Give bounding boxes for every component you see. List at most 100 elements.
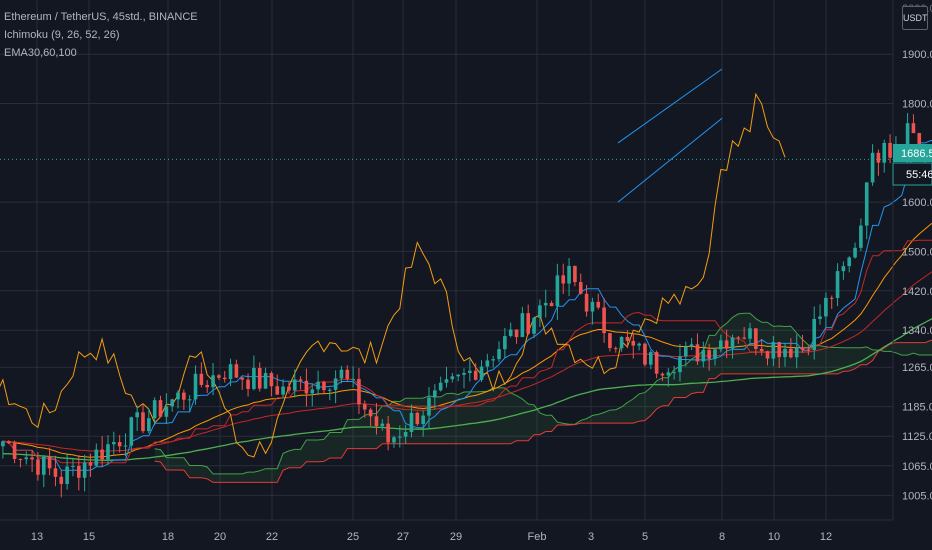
symbol-title[interactable]: Ethereum / TetherUS, 45std., BINANCE (4, 11, 198, 23)
candle-body (88, 462, 93, 466)
candle-body (555, 275, 560, 307)
candle-body (672, 372, 676, 374)
candle-body (222, 377, 227, 380)
candle-body (724, 340, 729, 349)
candle-body (269, 373, 274, 387)
candle-body (1, 441, 5, 447)
time-tick-label: 27 (397, 531, 409, 543)
candle-body (859, 225, 863, 248)
candle-body (602, 307, 606, 334)
candle-body (117, 442, 122, 447)
ema-indicator-label[interactable]: EMA30,60,100 (4, 47, 77, 59)
candle-body (100, 449, 104, 460)
candle-body (503, 336, 507, 350)
candle-body (596, 301, 601, 308)
tenkan-line (2, 139, 932, 471)
candle-body (281, 386, 285, 395)
price-tick-label: 1420.00 (902, 286, 932, 298)
candle-body (491, 359, 496, 361)
candlesticks (1, 112, 932, 498)
candle-body (625, 336, 630, 341)
candle-body (800, 347, 805, 350)
candle-body (135, 412, 139, 418)
candle-body (403, 432, 408, 437)
candle-body (689, 344, 694, 347)
time-tick-label: 22 (266, 531, 278, 543)
candle-body (228, 364, 233, 380)
candle-body (310, 389, 315, 394)
candle-body (771, 342, 776, 359)
candle-body (415, 412, 420, 425)
candle-body (608, 333, 612, 349)
candle-body (806, 349, 811, 351)
candle-body (141, 412, 145, 432)
currency-badge[interactable]: USDT (902, 6, 928, 30)
candle-body (106, 444, 110, 460)
candle-body (374, 416, 379, 427)
candle-body (578, 282, 583, 294)
candle-body (345, 369, 350, 379)
candle-body (573, 265, 577, 283)
candle-body (12, 443, 17, 459)
channel-upper-line[interactable] (617, 68, 723, 144)
candle-body (462, 372, 466, 375)
candle-body (905, 123, 910, 158)
candle-body (882, 142, 887, 163)
last-price-tag (893, 144, 932, 162)
candle-body (170, 399, 174, 407)
price-tick-label: 1125.00 (902, 431, 932, 443)
price-tick-label: 1265.00 (902, 362, 932, 374)
candle-body (631, 340, 636, 346)
candle-body (450, 376, 455, 380)
price-tick-label: 1340.00 (902, 325, 932, 337)
candle-body (322, 381, 326, 391)
candle-body (742, 337, 746, 339)
candle-body (433, 390, 437, 398)
candle-body (829, 297, 834, 299)
candle-body (911, 123, 916, 134)
time-axis[interactable]: 13 15 18 20 22 25 27 29 Feb 3 5 8 10 12 (31, 531, 832, 543)
candle-body (730, 337, 735, 349)
candle-body (409, 412, 414, 433)
price-axis[interactable]: 1900.00 1800.00 1600.00 1500.00 1420.00 1340.… (902, 49, 932, 502)
cloud-fill (154, 313, 932, 483)
channel-lines (0, 68, 893, 203)
candle-body (287, 386, 291, 391)
candle-body (333, 378, 338, 390)
candle-body (841, 266, 846, 272)
candle-body (643, 343, 647, 365)
indicator-lines (0, 92, 932, 483)
time-tick-label: 20 (214, 531, 226, 543)
candle-body (438, 382, 443, 391)
candle-body (497, 349, 501, 360)
candle-body (36, 459, 40, 475)
candle-body (759, 348, 764, 352)
price-tick-label: 1500.00 (902, 246, 932, 258)
candle-body (6, 441, 11, 444)
candle-body (362, 404, 367, 410)
candle-body (473, 370, 478, 380)
candle-body (18, 458, 23, 460)
countdown-label: 55:46 (906, 169, 932, 181)
candle-body (380, 423, 385, 427)
channel-lower-line[interactable] (617, 117, 723, 203)
ema100-line (2, 318, 932, 461)
candle-body (59, 476, 64, 484)
candle-body (789, 348, 793, 358)
candle-body (304, 380, 309, 394)
candle-body (468, 370, 472, 373)
candle-body (199, 373, 204, 385)
candle-body (637, 343, 641, 346)
candle-body (205, 384, 210, 388)
candle-body (683, 346, 688, 357)
ichimoku-indicator-label[interactable]: Ichimoku (9, 26, 52, 26) (4, 29, 120, 41)
time-tick-label: 10 (768, 531, 780, 543)
price-tick-label: 1800.00 (902, 99, 932, 111)
countdown-tag (892, 162, 932, 186)
candle-body (240, 377, 245, 380)
candle-body (76, 465, 81, 478)
candle-body (853, 247, 857, 258)
grid-lines (0, 0, 893, 520)
